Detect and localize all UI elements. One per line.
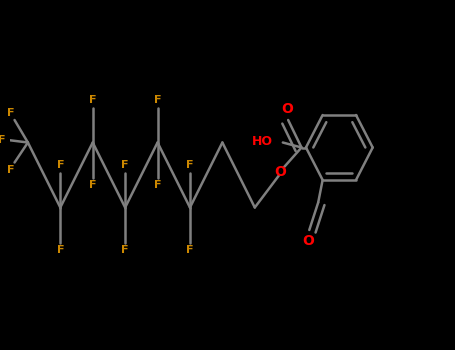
Text: F: F <box>186 245 194 255</box>
Text: F: F <box>186 160 194 170</box>
Text: F: F <box>56 160 64 170</box>
Text: O: O <box>281 102 293 116</box>
Text: O: O <box>303 234 314 248</box>
Text: F: F <box>121 245 129 255</box>
Text: F: F <box>121 160 129 170</box>
Text: F: F <box>7 165 15 175</box>
Text: F: F <box>56 245 64 255</box>
Text: HO: HO <box>252 135 273 148</box>
Text: F: F <box>0 135 6 145</box>
Text: F: F <box>154 180 162 190</box>
Text: O: O <box>274 166 286 180</box>
Text: F: F <box>7 107 15 118</box>
Text: F: F <box>89 95 96 105</box>
Text: F: F <box>154 95 162 105</box>
Text: F: F <box>89 180 96 190</box>
